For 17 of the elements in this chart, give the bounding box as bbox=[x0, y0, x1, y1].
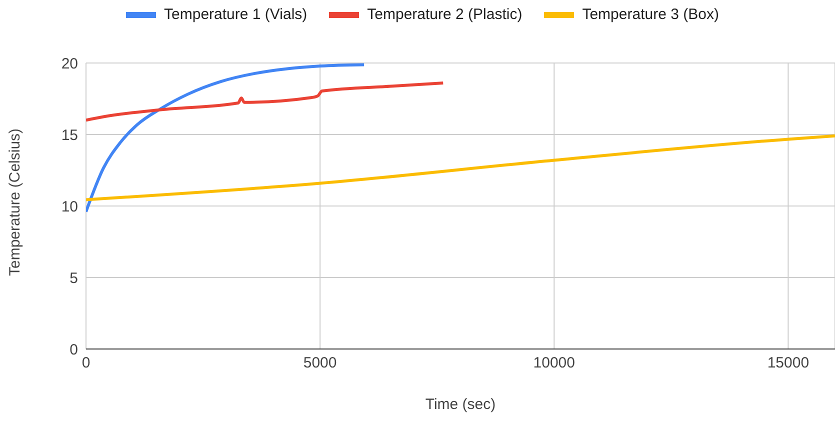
legend-label: Temperature 2 (Plastic) bbox=[366, 6, 522, 23]
legend-label: Temperature 3 (Box) bbox=[581, 6, 719, 23]
y-tick-label: 10 bbox=[61, 198, 78, 216]
y-tick-label: 0 bbox=[70, 341, 78, 358]
x-tick-label: 10000 bbox=[533, 354, 575, 372]
legend-label: Temperature 1 (Vials) bbox=[163, 6, 308, 23]
x-axis-title: Time (sec) bbox=[425, 396, 496, 413]
line-series bbox=[86, 82, 445, 122]
y-tick-label: 5 bbox=[70, 270, 78, 287]
y-tick-label: 15 bbox=[61, 126, 78, 144]
x-tick-label: 0 bbox=[82, 354, 90, 372]
y-tick-label: 20 bbox=[61, 55, 78, 72]
y-axis-title: Temperature (Celsius) bbox=[6, 128, 24, 276]
x-tick-label: 5000 bbox=[303, 354, 337, 372]
line-series bbox=[86, 63, 366, 214]
line-series bbox=[86, 134, 835, 202]
x-tick-label: 15000 bbox=[767, 354, 810, 372]
